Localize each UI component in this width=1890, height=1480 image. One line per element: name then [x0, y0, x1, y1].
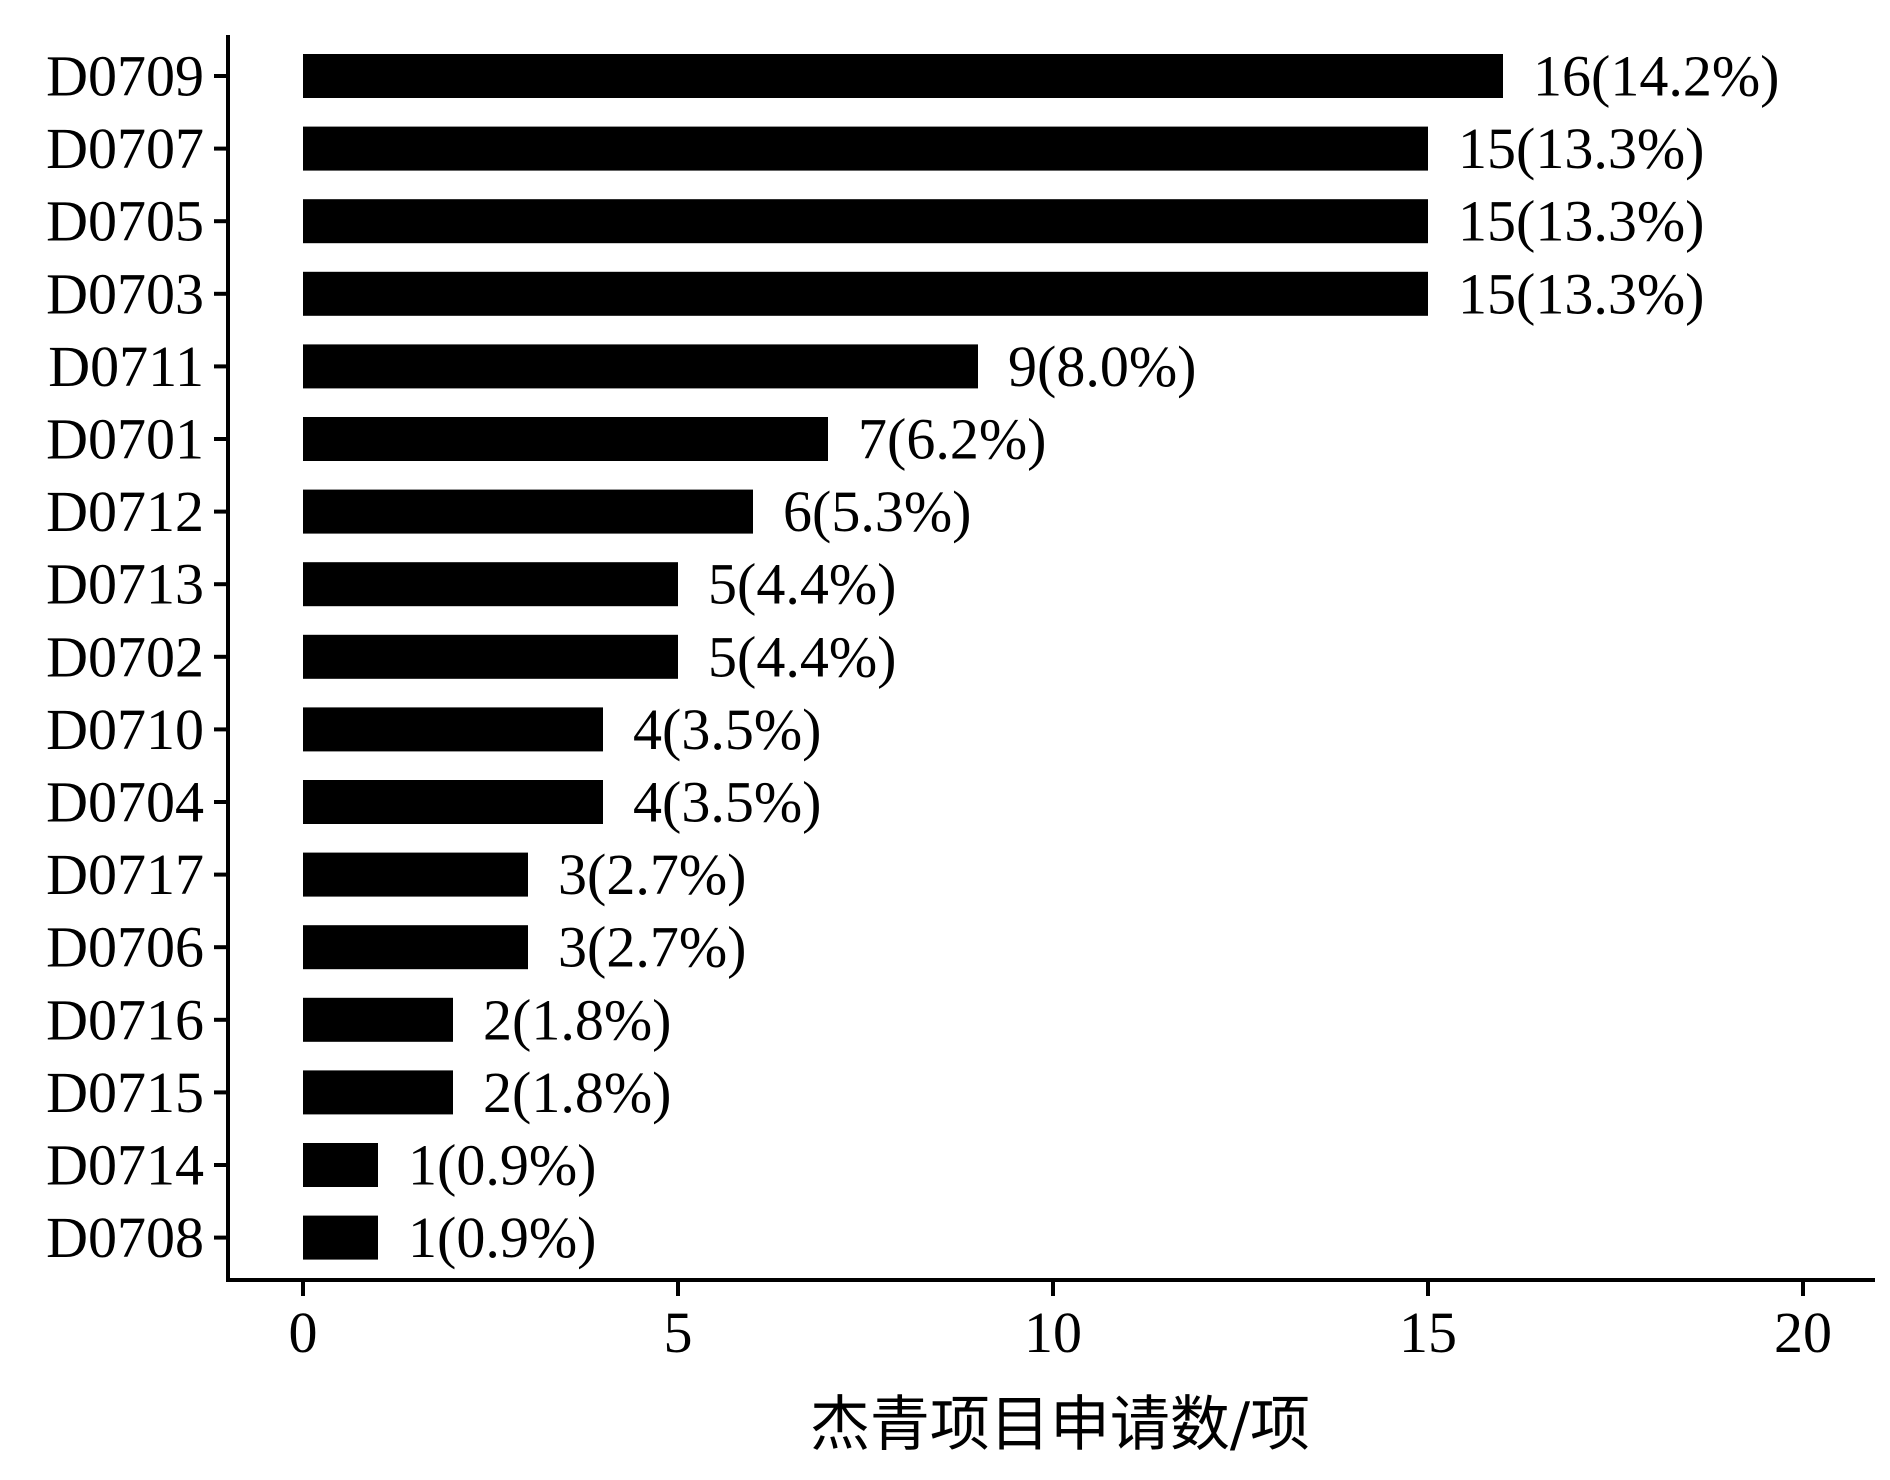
bar-d0715 [303, 1070, 453, 1115]
data-label: 16(14.2%) [1533, 44, 1779, 109]
data-label: 1(0.9%) [408, 1205, 596, 1270]
y-tick-label: D0702 [46, 624, 204, 689]
y-tick-label: D0715 [46, 1060, 204, 1125]
y-tick-label: D0716 [46, 987, 204, 1052]
data-label: 6(5.3%) [783, 479, 971, 544]
bar-d0716 [303, 997, 453, 1042]
x-tick-label: 15 [1399, 1300, 1457, 1365]
bar-d0709 [303, 54, 1503, 98]
bar-d0705 [303, 199, 1428, 244]
bar-d0706 [303, 925, 528, 970]
bar-d0712 [303, 489, 753, 534]
data-label: 4(3.5%) [633, 770, 821, 835]
y-tick-label: D0709 [46, 44, 204, 109]
data-label: 5(4.4%) [708, 552, 896, 617]
y-tick-label: D0711 [48, 334, 204, 399]
x-axis-title: 杰青项目申请数/项 [810, 1390, 1310, 1460]
y-tick-label: D0717 [46, 842, 204, 907]
x-tick-label: 20 [1774, 1300, 1832, 1365]
bar-d0702 [303, 634, 678, 679]
y-tick-label: D0710 [46, 697, 204, 762]
y-tick-label: D0701 [46, 407, 204, 472]
data-label: 9(8.0%) [1008, 334, 1196, 399]
bar-d0704 [303, 780, 603, 824]
y-tick-label: D0714 [46, 1133, 204, 1198]
bar-d0710 [303, 707, 603, 752]
bars-layer [303, 54, 1503, 1260]
data-label: 1(0.9%) [408, 1133, 596, 1198]
bar-d0701 [303, 417, 828, 461]
y-tick-label: D0706 [46, 915, 204, 980]
y-tick-label: D0704 [46, 770, 204, 835]
x-tick-label: 10 [1024, 1300, 1082, 1365]
bar-d0713 [303, 562, 678, 607]
data-labels-layer: 16(14.2%) 15(13.3%) 15(13.3%) 15(13.3%) 9(8.… [408, 44, 1779, 1271]
y-tick-label: D0707 [46, 116, 204, 181]
data-label: 3(2.7%) [558, 842, 746, 907]
data-label: 4(3.5%) [633, 697, 821, 762]
x-tick-label: 0 [289, 1300, 318, 1365]
y-tick-label: D0712 [46, 479, 204, 544]
data-label: 15(13.3%) [1458, 261, 1704, 326]
y-tick-label: D0713 [46, 552, 204, 617]
bar-d0717 [303, 852, 528, 897]
y-tick-label: D0705 [46, 189, 204, 254]
bar-d0708 [303, 1215, 378, 1260]
bar-d0714 [303, 1143, 378, 1187]
bar-d0711 [303, 344, 978, 389]
y-tick-label: D0708 [46, 1205, 204, 1270]
data-label: 15(13.3%) [1458, 116, 1704, 181]
data-label: 7(6.2%) [858, 407, 1046, 472]
x-axis: 0 5 10 15 20 [226, 1278, 1875, 1365]
data-label: 2(1.8%) [483, 1060, 671, 1125]
data-label: 5(4.4%) [708, 624, 896, 689]
bar-d0703 [303, 271, 1428, 316]
bar-d0707 [303, 126, 1428, 171]
x-tick-label: 5 [664, 1300, 693, 1365]
data-label: 3(2.7%) [558, 915, 746, 980]
data-label: 15(13.3%) [1458, 189, 1704, 254]
y-tick-label: D0703 [46, 261, 204, 326]
data-label: 2(1.8%) [483, 987, 671, 1052]
y-axis: D0709 D0707 D0705 D0703 D0711 D0701 D0712 D0713… [46, 35, 230, 1280]
